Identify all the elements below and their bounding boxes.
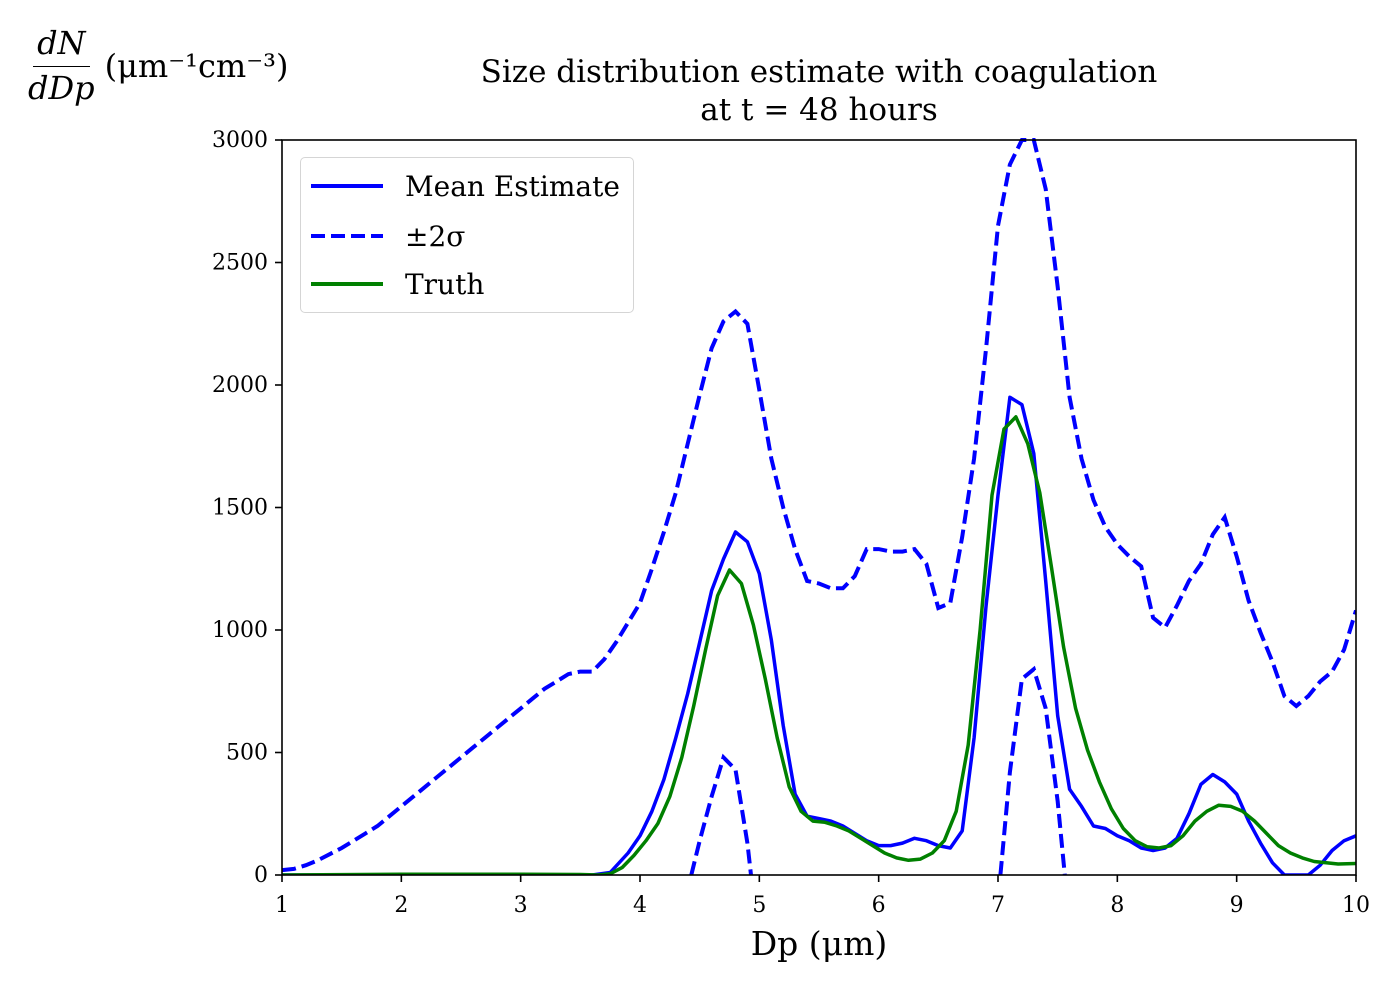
- y-tick-label-3: 1500: [212, 496, 268, 521]
- x-tick-label-6: 7: [991, 893, 1005, 918]
- x-tick-label-5: 6: [872, 893, 886, 918]
- legend-label-truth: Truth: [405, 267, 485, 301]
- y-axis-label-denominator: dDp: [28, 69, 95, 107]
- y-axis-label-unit: (μm⁻¹cm⁻³): [104, 46, 289, 85]
- y-tick-label-1: 500: [226, 741, 268, 766]
- y-axis-label-numerator: dN: [33, 24, 90, 67]
- chart-title-line-2: at t = 48 hours: [700, 92, 938, 128]
- x-tick-label-2: 3: [514, 893, 528, 918]
- legend-swatch-mean: [311, 178, 383, 194]
- series-sigma-lower-line-1: [689, 753, 753, 875]
- series-mean-line: [282, 395, 1356, 875]
- series-sigma-lower-line-2: [998, 665, 1067, 875]
- legend-swatch-sigma: [311, 228, 383, 244]
- y-tick-label-4: 2000: [212, 373, 268, 398]
- chart-title: Size distribution estimate with coagulat…: [282, 53, 1356, 129]
- x-tick-label-1: 2: [394, 893, 408, 918]
- chart-title-line-1: Size distribution estimate with coagulat…: [480, 54, 1158, 90]
- y-axis-label: dN dDp (μm⁻¹cm⁻³): [28, 24, 288, 107]
- series-sigma-upper-line: [282, 138, 1356, 873]
- y-axis-fraction: dN dDp: [28, 24, 95, 107]
- x-tick-label-0: 1: [275, 893, 289, 918]
- x-axis-label: Dp (μm): [750, 924, 888, 963]
- y-tick-label-2: 1000: [212, 618, 268, 643]
- x-tick-label-7: 8: [1110, 893, 1124, 918]
- legend-entry-sigma: ±2σ: [311, 216, 631, 256]
- legend-swatch-truth: [311, 276, 383, 292]
- legend-entry-truth: Truth: [311, 264, 631, 304]
- legend: Mean Estimate ±2σ Truth: [300, 157, 634, 313]
- legend-label-sigma: ±2σ: [405, 219, 466, 253]
- y-tick-label-5: 2500: [212, 251, 268, 276]
- x-tick-label-9: 10: [1342, 893, 1370, 918]
- series-truth-line: [282, 415, 1356, 875]
- y-tick-label-0: 0: [254, 863, 268, 888]
- x-tick-label-3: 4: [633, 893, 647, 918]
- x-tick-label-8: 9: [1230, 893, 1244, 918]
- x-tick-label-4: 5: [752, 893, 766, 918]
- legend-label-mean: Mean Estimate: [405, 169, 620, 203]
- y-tick-label-6: 3000: [212, 128, 268, 153]
- legend-entry-mean: Mean Estimate: [311, 166, 631, 206]
